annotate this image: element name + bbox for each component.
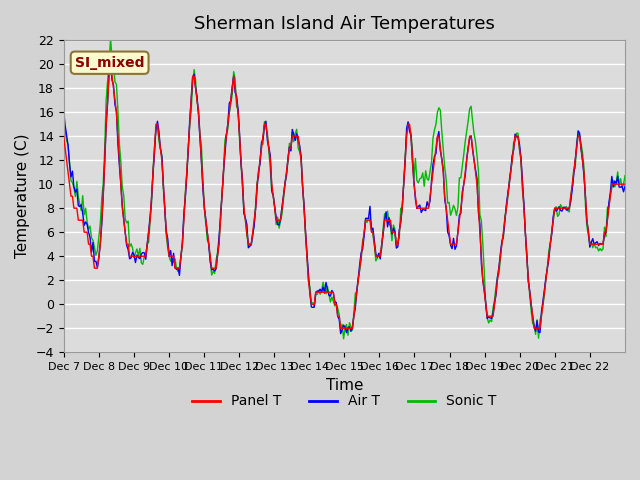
Legend: Panel T, Air T, Sonic T: Panel T, Air T, Sonic T [186,389,502,414]
Text: SI_mixed: SI_mixed [75,56,145,70]
X-axis label: Time: Time [326,377,363,393]
Title: Sherman Island Air Temperatures: Sherman Island Air Temperatures [194,15,495,33]
Y-axis label: Temperature (C): Temperature (C) [15,134,30,258]
